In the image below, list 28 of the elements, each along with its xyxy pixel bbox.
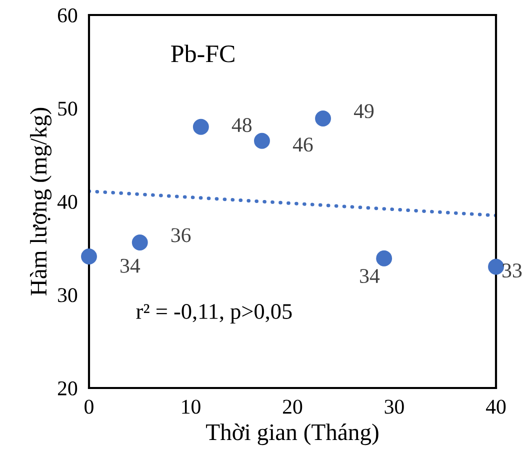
data-label: 33	[502, 264, 522, 278]
point	[81, 248, 97, 264]
point	[254, 132, 270, 149]
annotation: Pb-FC	[171, 44, 234, 62]
data-label: 49	[354, 104, 374, 118]
data-label: 34	[120, 258, 140, 273]
point	[376, 250, 392, 266]
annotation: r² = -0,11, p>0,05	[136, 304, 292, 324]
x-axis-title: Thời gian (Tháng)	[206, 424, 378, 446]
data-label: 48	[232, 118, 252, 132]
data-label: 36	[171, 228, 191, 242]
y-axis-title: Hàm lượng (mg/kg)	[30, 108, 52, 296]
y-tick-label: 40	[57, 194, 78, 209]
y-tick-label: 60	[58, 8, 78, 22]
x-tick-label: 10	[182, 400, 200, 414]
x-tick-label: 40	[486, 400, 506, 414]
point	[132, 234, 148, 251]
x-tick-label: 30	[384, 400, 404, 414]
x-tick-label: 0	[84, 400, 94, 414]
y-tick-label: 50	[58, 102, 78, 116]
point	[315, 110, 332, 126]
point	[192, 118, 209, 135]
point	[488, 258, 504, 275]
y-tick-label: 30	[58, 288, 78, 302]
x-tick-label: 20	[283, 400, 302, 414]
data-label: 34	[360, 269, 380, 284]
data-label: 46	[292, 138, 313, 152]
y-tick-label: 20	[58, 381, 78, 396]
